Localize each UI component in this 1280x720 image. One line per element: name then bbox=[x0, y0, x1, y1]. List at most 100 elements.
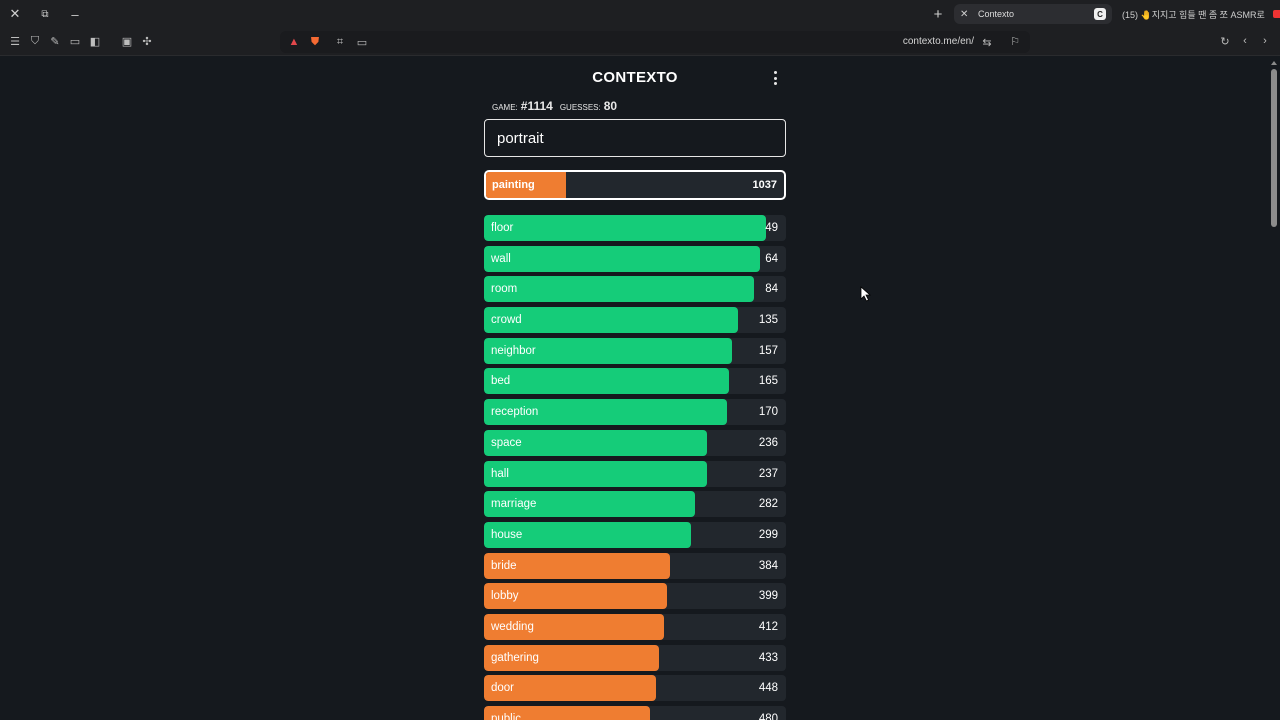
game-title: CONTEXTO bbox=[592, 69, 678, 86]
tab-youtube[interactable]: (15) 🤚지지고 힘들 땐 좀 쪼 ASMR로 bbox=[1122, 0, 1280, 28]
guess-bar bbox=[484, 337, 732, 364]
guess-bar bbox=[484, 521, 691, 548]
guess-bar bbox=[484, 215, 767, 241]
guess-rank: 64 bbox=[765, 252, 778, 265]
game-info: GAME: #1114 GUESSES: 80 bbox=[484, 99, 786, 119]
guess-bar bbox=[484, 613, 664, 640]
scroll-up-arrow-icon[interactable] bbox=[1271, 61, 1277, 65]
close-tab-icon[interactable]: ✕ bbox=[960, 8, 969, 20]
guess-row: hall 237 bbox=[484, 460, 786, 487]
game-header: CONTEXTO bbox=[484, 57, 786, 99]
guesses-count: 80 bbox=[603, 99, 618, 113]
shield-icon[interactable]: ⛉ bbox=[30, 34, 40, 47]
guess-word: gathering bbox=[491, 651, 539, 664]
guess-row: wedding 412 bbox=[484, 613, 786, 640]
guess-rank: 480 bbox=[758, 713, 778, 720]
guess-rank: 399 bbox=[758, 590, 778, 603]
more-menu-icon[interactable] bbox=[774, 71, 778, 85]
close-window-icon[interactable]: ✕ bbox=[9, 6, 21, 21]
guess-bar bbox=[484, 245, 761, 272]
guess-rank: 157 bbox=[758, 344, 778, 357]
guess-row: house 299 bbox=[484, 521, 786, 548]
guess-row: wall 64 bbox=[484, 245, 786, 272]
guess-word: door bbox=[491, 682, 515, 695]
guess-word: reception bbox=[491, 406, 539, 419]
url-text[interactable]: contexto.me/en/ bbox=[902, 36, 974, 47]
tab-contexto[interactable]: ✕ Contexto C bbox=[954, 4, 1112, 24]
forward-icon[interactable]: › bbox=[1263, 35, 1267, 47]
guess-bar bbox=[484, 583, 667, 610]
guess-bar bbox=[484, 276, 755, 303]
guess-word: room bbox=[491, 283, 518, 296]
guess-word: floor bbox=[491, 222, 514, 234]
pin-icon[interactable]: ✎ bbox=[50, 35, 60, 48]
guess-word: bed bbox=[491, 375, 511, 388]
new-tab-icon[interactable]: + bbox=[933, 5, 943, 23]
guess-rank: 384 bbox=[758, 559, 778, 572]
guess-word: crowd bbox=[491, 314, 522, 327]
bookmark-icon[interactable]: ⚐ bbox=[1010, 35, 1020, 48]
game-number: #1114 bbox=[520, 99, 553, 113]
guess-rank: 165 bbox=[758, 375, 778, 388]
guess-word: public bbox=[491, 713, 522, 720]
back-icon[interactable]: ‹ bbox=[1243, 35, 1247, 47]
brave-rewards-icon[interactable]: ▲ bbox=[288, 36, 300, 48]
translate-icon[interactable]: ⌗ bbox=[336, 35, 344, 48]
tab-title: Contexto bbox=[978, 9, 1015, 19]
page-scrollbar[interactable] bbox=[1268, 57, 1280, 720]
guess-word: space bbox=[491, 436, 522, 449]
guess-rank: 84 bbox=[765, 283, 778, 296]
guess-row: bride 384 bbox=[484, 552, 786, 579]
tab-icon[interactable]: ▭ bbox=[69, 35, 81, 48]
guess-bar bbox=[484, 307, 738, 334]
guess-row: bed 165 bbox=[484, 368, 786, 395]
guess-bar bbox=[484, 706, 651, 720]
screen-icon[interactable]: ▭ bbox=[356, 36, 368, 49]
site-settings-icon[interactable]: ⇆ bbox=[982, 36, 992, 49]
guess-word: neighbor bbox=[491, 344, 536, 357]
contexto-favicon-icon: C bbox=[1094, 8, 1106, 20]
guess-input[interactable]: portrait bbox=[484, 119, 786, 157]
guess-row: lobby 399 bbox=[484, 583, 786, 610]
reader-icon[interactable]: ▣ bbox=[121, 35, 133, 48]
last-guess-word: painting bbox=[492, 179, 535, 191]
sidebar-icon[interactable]: ◧ bbox=[89, 35, 101, 48]
minimize-window-icon[interactable]: – bbox=[71, 6, 79, 22]
youtube-favicon-icon bbox=[1272, 10, 1280, 18]
guess-bar bbox=[484, 460, 708, 487]
guess-row: crowd 135 bbox=[484, 307, 786, 334]
last-guess-bar bbox=[486, 172, 567, 198]
window-titlebar: ✕ ⧉ – + ✕ Contexto C (15) 🤚지지고 힘들 땐 좀 쪼 … bbox=[0, 0, 1280, 28]
guess-bar bbox=[484, 429, 708, 456]
guess-row: floor 49 bbox=[484, 215, 786, 241]
guess-bar bbox=[484, 399, 728, 426]
guess-rank: 282 bbox=[758, 498, 778, 511]
guess-bar bbox=[484, 675, 657, 702]
guess-bar bbox=[484, 552, 670, 579]
guess-row: reception 170 bbox=[484, 399, 786, 426]
guesses-label: GUESSES: bbox=[559, 103, 601, 112]
guess-rank: 49 bbox=[765, 222, 778, 234]
guess-row: marriage 282 bbox=[484, 491, 786, 518]
guess-rank: 236 bbox=[758, 436, 778, 449]
scroll-thumb[interactable] bbox=[1271, 69, 1277, 227]
guess-rank: 448 bbox=[758, 682, 778, 695]
brave-shields-icon[interactable]: ⛊ bbox=[310, 35, 320, 48]
guess-word: hall bbox=[491, 467, 509, 480]
extensions-icon[interactable]: ✣ bbox=[142, 35, 152, 48]
guess-word: wall bbox=[491, 252, 511, 265]
guess-word: lobby bbox=[491, 590, 519, 603]
guess-word: bride bbox=[491, 559, 517, 572]
restore-window-icon[interactable]: ⧉ bbox=[41, 8, 49, 20]
guess-row: gathering 433 bbox=[484, 644, 786, 671]
last-guess-row: painting 1037 bbox=[484, 170, 786, 200]
guess-row: room 84 bbox=[484, 276, 786, 303]
tab-strip: + ✕ Contexto C bbox=[928, 0, 1112, 28]
guess-word: house bbox=[491, 528, 523, 541]
guess-list: floor 49 wall 64 room 84 crowd 135 neighbor 157 be… bbox=[484, 215, 786, 720]
address-bar[interactable]: ▲ ⛊ ⌗ ▭ contexto.me/en/ ⇆ bbox=[280, 31, 1030, 53]
guess-rank: 299 bbox=[758, 528, 778, 541]
menu-icon[interactable]: ☰ bbox=[10, 35, 20, 48]
guess-rank: 237 bbox=[758, 467, 778, 480]
reload-icon[interactable]: ↻ bbox=[1220, 35, 1230, 48]
